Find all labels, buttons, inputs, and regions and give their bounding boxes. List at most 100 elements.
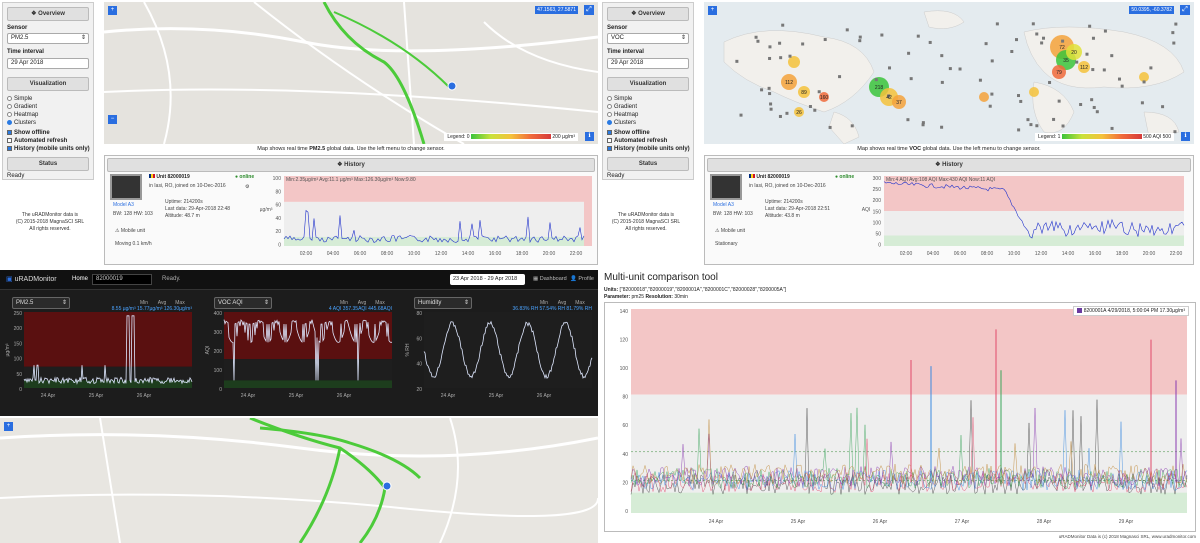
viz-simple-radio-2[interactable]: Simple [607, 95, 632, 103]
model-link[interactable]: Model A3 [113, 202, 134, 208]
sensor-dot [990, 59, 994, 63]
y-tick: 50 [875, 231, 881, 237]
info-icon-2[interactable]: ℹ [1181, 132, 1190, 141]
stat-header: Avg [558, 300, 567, 306]
sensor-dot [1091, 68, 1095, 72]
unit-search-input[interactable]: 82000019 [92, 274, 152, 285]
sensor-dot [1040, 41, 1044, 45]
y-tick: 0 [278, 243, 281, 249]
y-axis-label: AQI [205, 346, 211, 355]
show-offline-checkbox-2[interactable]: Show offline [607, 129, 650, 137]
cluster-count: 218 [875, 85, 884, 91]
viz-heatmap-radio-2[interactable]: Heatmap [607, 111, 638, 119]
cluster-marker [1066, 44, 1082, 60]
status-text-2: Ready [607, 173, 625, 179]
band-green [631, 492, 1187, 513]
time-interval-label: Time interval [7, 49, 44, 55]
compare-chart-frame: 140 120 100 80 60 40 20 0 24 Apr 25 Apr 26 Apr 27 A… [604, 302, 1196, 532]
date-range-select[interactable]: 23 Apr 2018 - 29 Apr 2018 [450, 274, 525, 285]
x-tick: 04:00 [927, 251, 940, 257]
x-tick: 10:00 [1008, 251, 1021, 257]
sensor-dot [978, 78, 982, 82]
history-button-2[interactable]: ❖ History [707, 158, 1191, 172]
history-mobile-checkbox[interactable]: History (mobile units only) [7, 145, 90, 153]
user-icon: 👤 [570, 276, 577, 282]
x-tick: 14:00 [1062, 251, 1075, 257]
sensor-dot [1079, 103, 1083, 107]
brand-logo[interactable]: ▣ uRADMonitor [6, 276, 57, 283]
sensor-dot [754, 35, 758, 39]
visualization-button[interactable]: Visualization [7, 77, 89, 91]
y-tick: 60 [622, 423, 628, 429]
home-link[interactable]: Home [72, 276, 89, 282]
sensor-dot [1140, 101, 1144, 105]
zoom-icon-2[interactable]: + [708, 6, 717, 15]
model-link-2[interactable]: Model A3 [713, 202, 734, 208]
sensor-dot [1075, 60, 1079, 64]
y-tick: 120 [620, 338, 629, 344]
bw-hw-2: BW: 128 HW: 103 [713, 211, 753, 217]
param-select-2[interactable]: VOC AQI ⇕ [214, 297, 272, 309]
sensor-dot [808, 104, 812, 108]
overview-button-2[interactable]: ❖ Overview [607, 7, 689, 21]
cluster-count: 35 [1063, 58, 1069, 64]
param-select-3[interactable]: Humidity ⇕ [414, 297, 472, 309]
y-tick: 80 [275, 189, 281, 195]
zoom-in-icon-3[interactable]: + [4, 422, 13, 431]
auto-refresh-checkbox-2[interactable]: Automated refresh [607, 137, 667, 145]
dashboard-link[interactable]: ▦ Dashboard [533, 276, 567, 282]
settings-icon[interactable]: ⚙ [245, 184, 250, 190]
status-button-2[interactable]: Status [607, 157, 689, 171]
viz-gradient-radio[interactable]: Gradient [7, 103, 37, 111]
series-line [23, 315, 193, 385]
viz-simple-radio[interactable]: Simple [7, 95, 32, 103]
viz-clusters-radio-2[interactable]: Clusters [607, 119, 636, 127]
sensor-dot [1090, 98, 1094, 102]
param-select-1[interactable]: PM2.5 ⇕ [12, 297, 70, 309]
visualization-button-2[interactable]: Visualization [607, 77, 689, 91]
sensor-select[interactable]: PM2.5 ⇕ [7, 33, 89, 44]
fullscreen-icon-2[interactable]: ⤢ [1180, 5, 1190, 15]
world-map[interactable]: 112 89 160 218 42 37 26 72 35 20 112 79 50.0395, -6… [704, 2, 1194, 144]
cluster-count: 89 [801, 90, 807, 96]
viz-heatmap-radio[interactable]: Heatmap [7, 111, 38, 119]
x-tick: 25 Apr [489, 393, 504, 399]
time-interval-select-2[interactable]: 29 Apr 2018 [607, 58, 689, 69]
cluster-count: 72 [1059, 45, 1065, 51]
status-button[interactable]: Status [7, 157, 89, 171]
cluster-marker [892, 95, 906, 109]
y-tick: 0 [219, 387, 222, 393]
y-tick: 40 [275, 216, 281, 222]
history-panel-top-right: ❖ History Model A3 Unit 82000019 ● onlin… [704, 155, 1194, 265]
series-line [883, 181, 1185, 239]
viz-gradient-radio-2[interactable]: Gradient [607, 103, 637, 111]
fullscreen-icon[interactable]: ⤢ [584, 5, 594, 15]
show-offline-checkbox[interactable]: Show offline [7, 129, 50, 137]
sensor-dot [1102, 68, 1106, 72]
uptime: Uptime: 214200s [165, 199, 203, 205]
auto-refresh-checkbox[interactable]: Automated refresh [7, 137, 67, 145]
overview-button[interactable]: ❖ Overview [7, 7, 89, 21]
device-photo-2 [710, 174, 742, 200]
map-top-left[interactable]: 47.1563, 27.5871 ⤢ + − Legend: 0 200 µg/… [104, 2, 598, 144]
zoom-out-icon[interactable]: − [108, 115, 117, 124]
viz-clusters-radio[interactable]: Clusters [7, 119, 36, 127]
left-menu-top-right: ❖ Overview Sensor VOC ⇕ Time interval 29 … [602, 2, 694, 180]
sensor-dot [739, 113, 743, 117]
sensor-dot [838, 75, 842, 79]
time-interval-select[interactable]: 29 Apr 2018 [7, 58, 89, 69]
map-bottom-left[interactable]: + [0, 418, 598, 543]
history-mobile-checkbox-2[interactable]: History (mobile units only) [607, 145, 690, 153]
info-icon[interactable]: ℹ [585, 132, 594, 141]
sensor-dot [788, 54, 792, 58]
sensor-dot [990, 92, 994, 96]
profile-link[interactable]: 👤 Profile [570, 276, 594, 282]
stat-values: 36.83% RH 57.54% RH 81.79% RH [513, 306, 593, 312]
zoom-icon[interactable]: + [108, 6, 117, 15]
sensor-select-2[interactable]: VOC ⇕ [607, 33, 689, 44]
y-tick: 300 [873, 176, 882, 182]
sensor-dot [940, 80, 944, 84]
history-button[interactable]: ❖ History [107, 158, 595, 172]
y-tick: 200 [873, 198, 882, 204]
